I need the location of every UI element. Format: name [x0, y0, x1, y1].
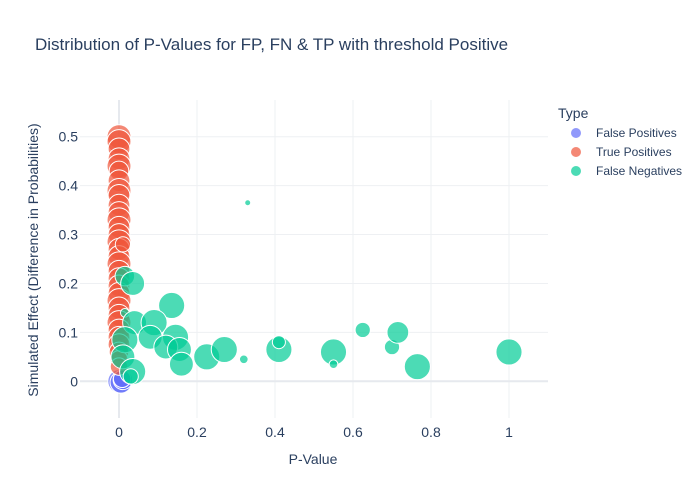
legend-marker	[571, 128, 581, 138]
data-point	[244, 199, 252, 207]
data-point	[158, 291, 186, 320]
y-tick-label: 0.1	[59, 324, 79, 340]
data-point	[403, 353, 431, 381]
legend-marker	[571, 166, 581, 176]
y-tick-label: 0.3	[59, 227, 79, 243]
x-tick-label: 0.2	[187, 424, 207, 440]
y-axis-title: Simulated Effect (Difference in Probabil…	[25, 123, 41, 396]
x-tick-label: 0.6	[343, 424, 363, 440]
data-point	[386, 321, 410, 344]
data-point	[120, 270, 146, 296]
legend-marker	[571, 147, 581, 157]
data-points	[106, 124, 523, 394]
x-axis-ticks: 0 0.2 0.4 0.6 0.8 1	[115, 424, 513, 440]
data-point	[122, 368, 139, 385]
x-tick-label: 1	[505, 424, 513, 440]
legend-title: Type	[558, 105, 589, 121]
x-tick-label: 0	[115, 424, 123, 440]
data-point	[328, 359, 339, 370]
legend-entry: True Positives	[596, 145, 672, 159]
data-point	[238, 354, 249, 365]
x-tick-label: 0.4	[265, 424, 285, 440]
grid-lines	[80, 100, 548, 418]
data-point	[114, 236, 132, 253]
data-point	[168, 351, 194, 377]
legend: Type False Positives True Positives False …	[558, 105, 682, 178]
x-axis-title: P-Value	[289, 451, 338, 467]
x-tick-label: 0.8	[421, 424, 441, 440]
y-tick-label: 0.5	[59, 129, 79, 145]
data-point	[210, 335, 238, 364]
legend-entry: False Positives	[596, 126, 677, 140]
series-false-negatives	[110, 199, 523, 386]
legend-entry: False Negatives	[596, 164, 682, 178]
y-axis-ticks: 0 0.1 0.2 0.3 0.4 0.5	[59, 129, 79, 390]
data-point	[354, 321, 371, 339]
chart-title: Distribution of P-Values for FP, FN & TP…	[35, 35, 508, 54]
y-tick-label: 0	[70, 373, 78, 389]
data-point	[495, 338, 523, 366]
data-point	[271, 335, 286, 350]
y-tick-label: 0.4	[59, 178, 79, 194]
y-tick-label: 0.2	[59, 275, 79, 291]
